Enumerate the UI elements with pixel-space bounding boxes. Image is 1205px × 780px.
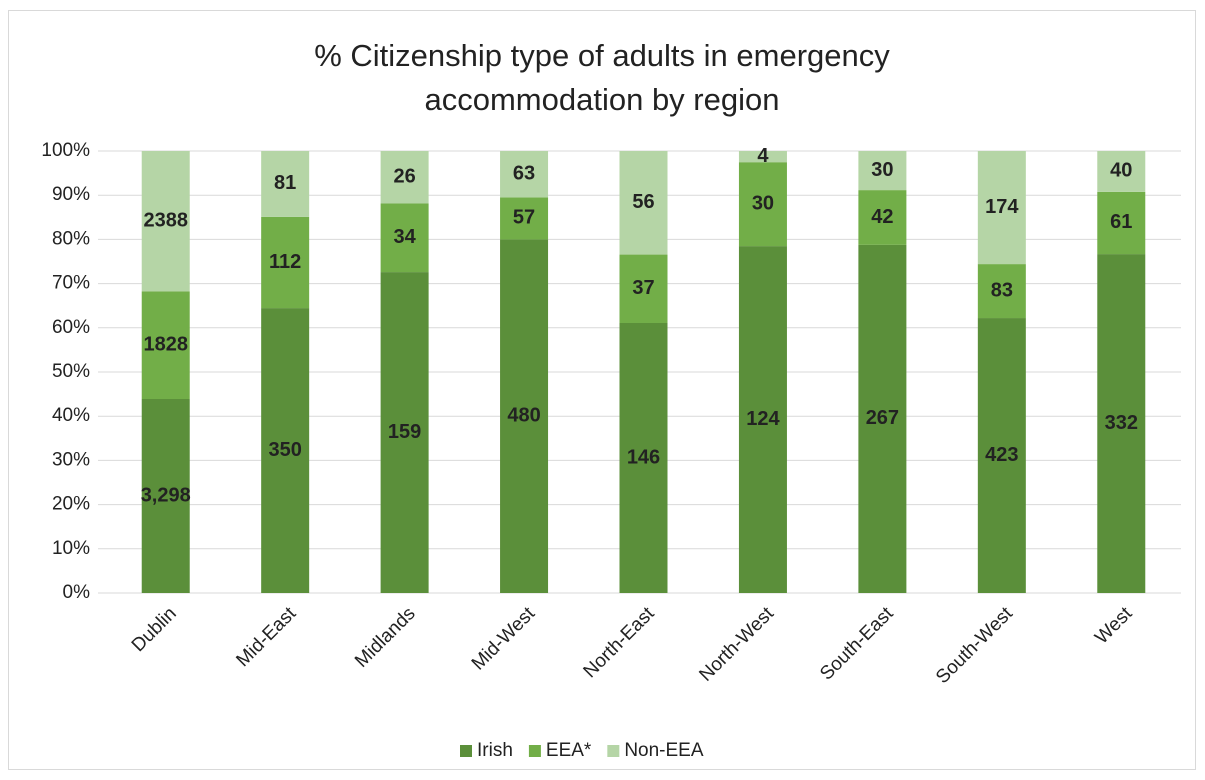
- legend-label: EEA*: [546, 740, 592, 761]
- data-label: 34: [393, 226, 416, 248]
- data-label: 146: [627, 446, 660, 468]
- bar-segment: [141, 399, 190, 593]
- bar-segment: [738, 162, 787, 247]
- bar-segment: [858, 244, 907, 593]
- data-label: 1828: [143, 334, 188, 356]
- y-tick-label: 100%: [41, 140, 90, 161]
- bar-segment: [380, 272, 429, 593]
- legend-swatch: [528, 745, 541, 757]
- data-label: 159: [388, 421, 421, 443]
- chart-title: % Citizenship type of adults in emergenc…: [314, 38, 890, 117]
- data-label: 26: [393, 166, 415, 188]
- data-label: 57: [513, 207, 535, 229]
- bar-segment: [738, 151, 787, 163]
- data-label: 63: [513, 162, 535, 184]
- x-tick-label: South-West: [932, 603, 1017, 688]
- y-tick-label: 70%: [52, 273, 90, 294]
- x-tick-label: Midlands: [351, 603, 420, 672]
- bar-segment: [1097, 254, 1146, 593]
- bar-segment: [141, 151, 190, 292]
- y-tick-label: 90%: [52, 184, 90, 205]
- data-label: 480: [507, 404, 540, 426]
- data-label: 61: [1110, 211, 1132, 233]
- bar-segment: [500, 151, 549, 198]
- y-tick-label: 60%: [52, 317, 90, 338]
- bar-segment: [380, 151, 429, 204]
- data-label: 42: [871, 206, 893, 228]
- bar-segment: [619, 151, 668, 255]
- y-tick-label: 0%: [63, 582, 91, 603]
- bar-segment: [977, 318, 1026, 593]
- bar-segment: [858, 190, 907, 245]
- bar-segment: [977, 151, 1026, 265]
- legend-label: Non-EEA: [624, 740, 704, 761]
- bar-segment: [619, 254, 668, 323]
- data-label: 332: [1105, 412, 1138, 434]
- x-tick-label: South-East: [816, 603, 898, 685]
- bar-segment: [500, 239, 549, 593]
- data-label: 30: [752, 192, 774, 214]
- legend-swatch: [607, 745, 620, 757]
- data-label: 37: [632, 277, 654, 299]
- x-tick-label: West: [1091, 603, 1137, 649]
- bar-segment: [141, 291, 190, 399]
- y-tick-label: 30%: [52, 449, 90, 470]
- bar-segment: [261, 151, 310, 217]
- bar-segment: [977, 264, 1026, 319]
- bar-segment: [380, 203, 429, 273]
- data-label: 174: [985, 196, 1019, 218]
- data-label: 3,298: [141, 484, 191, 506]
- data-label: 40: [1110, 160, 1132, 182]
- y-tick-label: 20%: [52, 494, 90, 515]
- data-label: 350: [268, 439, 301, 461]
- data-label: 81: [274, 172, 296, 194]
- data-label: 267: [866, 407, 899, 429]
- y-tick-label: 50%: [52, 361, 90, 382]
- data-label: 4: [757, 145, 769, 167]
- y-tick-label: 40%: [52, 405, 90, 426]
- data-label: 112: [269, 251, 301, 273]
- y-tick-label: 10%: [52, 538, 90, 559]
- bar-segment: [858, 151, 907, 191]
- bar-segment: [1097, 151, 1146, 192]
- legend-label: Irish: [477, 740, 513, 761]
- data-label: 2388: [143, 210, 188, 232]
- bar-segment: [738, 246, 787, 593]
- data-label: 83: [991, 279, 1013, 301]
- x-tick-label: Mid-West: [468, 603, 540, 675]
- bar-segment: [261, 308, 310, 593]
- bar-segment: [619, 322, 668, 593]
- bar-segment: [261, 216, 310, 309]
- bar-segment: [1097, 191, 1146, 255]
- x-tick-label: North-West: [695, 603, 778, 686]
- legend-swatch: [460, 745, 472, 757]
- data-label: 423: [985, 444, 1018, 466]
- x-tick-label: Dublin: [128, 603, 181, 656]
- data-label: 124: [746, 408, 780, 430]
- data-label: 56: [632, 191, 654, 213]
- y-tick-label: 80%: [52, 228, 90, 249]
- bar-segment: [500, 197, 549, 240]
- data-label: 30: [871, 159, 893, 181]
- chart-frame: [8, 10, 1196, 770]
- x-tick-label: Mid-East: [232, 603, 300, 671]
- x-tick-label: North-East: [580, 603, 660, 683]
